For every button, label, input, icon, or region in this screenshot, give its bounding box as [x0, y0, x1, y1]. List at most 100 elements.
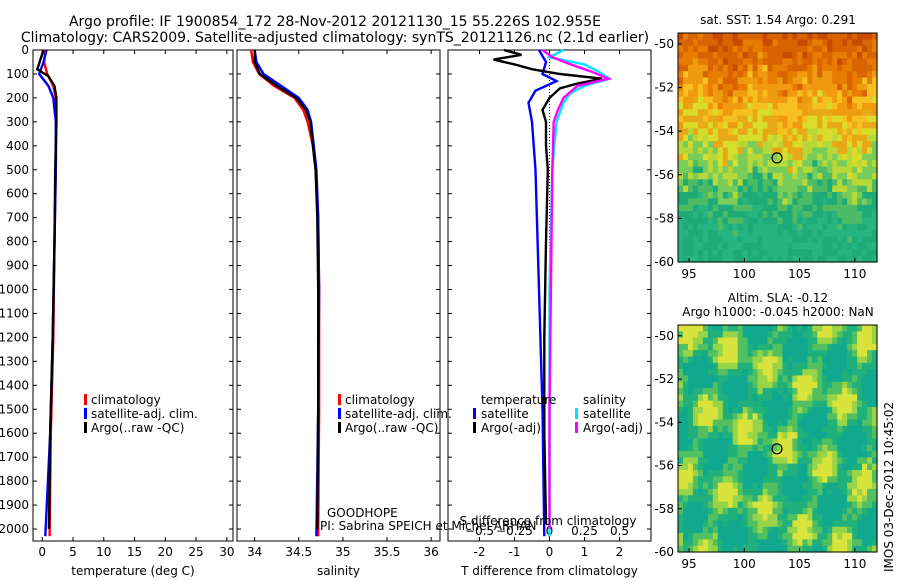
- heatmap-cell: [702, 255, 709, 263]
- heatmap-cell: [847, 141, 853, 149]
- heatmap-cell: [782, 425, 789, 433]
- heatmap-cell: [782, 501, 789, 509]
- heatmap-cell: [747, 147, 754, 155]
- heatmap-cell: [807, 255, 813, 263]
- heatmap-cell: [717, 356, 724, 364]
- heatmap-cell: [752, 325, 759, 332]
- heatmap-cell: [842, 463, 848, 471]
- heatmap-cell: [807, 325, 813, 332]
- heatmap-cell: [872, 394, 878, 402]
- heatmap-cell: [827, 388, 833, 395]
- heatmap-cell: [787, 451, 794, 458]
- heatmap-cell: [727, 71, 734, 79]
- heatmap-cell: [807, 90, 813, 98]
- heatmap-cell: [797, 507, 803, 515]
- heatmap-cell: [862, 507, 868, 515]
- heatmap-cell: [782, 444, 789, 452]
- heatmap-cell: [857, 134, 863, 142]
- heatmap-cell: [802, 356, 808, 364]
- x-tick-label: -2: [474, 545, 486, 559]
- heatmap-cell: [702, 192, 709, 199]
- heatmap-cell: [722, 356, 729, 364]
- heatmap-cell: [747, 331, 754, 339]
- heatmap-cell: [832, 122, 838, 130]
- heatmap-cell: [683, 192, 689, 199]
- heatmap-cell: [777, 179, 784, 187]
- heatmap-cell: [707, 343, 714, 351]
- heatmap-cell: [683, 160, 689, 168]
- heatmap-cell: [842, 451, 848, 458]
- heatmap-cell: [822, 356, 828, 364]
- heatmap-cell: [862, 501, 868, 509]
- heatmap-cell: [837, 451, 843, 458]
- heatmap-cell: [797, 545, 803, 553]
- heatmap-cell: [792, 476, 798, 484]
- heatmap-cell: [802, 33, 808, 40]
- heatmap-cell: [782, 438, 789, 446]
- heatmap-cell: [742, 463, 749, 471]
- heatmap-cell: [837, 388, 843, 395]
- heatmap-cell: [847, 160, 853, 168]
- heatmap-cell: [697, 217, 704, 225]
- heatmap-cell: [802, 141, 808, 149]
- heatmap-cell: [857, 394, 863, 402]
- heatmap-cell: [792, 331, 798, 339]
- heatmap-cell: [712, 166, 719, 174]
- heatmap-cell: [857, 71, 863, 79]
- heatmap-cell: [697, 343, 704, 351]
- heatmap-cell: [817, 211, 823, 219]
- heatmap-cell: [847, 122, 853, 130]
- heatmap-cell: [862, 343, 868, 351]
- heatmap-cell: [807, 204, 813, 212]
- heatmap-cell: [837, 325, 843, 332]
- heatmap-cell: [717, 185, 724, 193]
- heatmap-cell: [732, 482, 739, 490]
- y-tick-label: 600: [6, 187, 29, 201]
- heatmap-cell: [717, 83, 724, 91]
- heatmap-cell: [678, 172, 684, 180]
- heatmap-cell: [762, 507, 769, 515]
- heatmap-cell: [702, 166, 709, 174]
- heatmap-cell: [862, 255, 868, 263]
- heatmap-cell: [792, 539, 798, 547]
- heatmap-cell: [842, 362, 848, 370]
- heatmap-cell: [747, 425, 754, 433]
- heatmap-cell: [837, 514, 843, 522]
- heatmap-cell: [867, 223, 873, 231]
- heatmap-cell: [847, 103, 853, 110]
- heatmap-cell: [727, 172, 734, 180]
- heatmap-cell: [762, 413, 769, 421]
- heatmap-cell: [832, 58, 838, 66]
- heatmap-cell: [737, 134, 744, 142]
- heatmap-cell: [872, 331, 878, 339]
- heatmap-cell: [832, 83, 838, 91]
- heatmap-cell: [847, 96, 853, 104]
- heatmap-cell: [722, 147, 729, 155]
- heatmap-cell: [702, 526, 709, 534]
- heatmap-cell: [837, 115, 843, 123]
- heatmap-cell: [847, 153, 853, 161]
- heatmap-cell: [792, 375, 798, 383]
- heatmap-cell: [842, 39, 848, 47]
- heatmap-cell: [802, 96, 808, 104]
- heatmap-cell: [702, 343, 709, 351]
- heatmap-cell: [688, 103, 694, 110]
- heatmap-cell: [727, 495, 734, 503]
- heatmap-cell: [757, 470, 764, 477]
- heatmap-cell: [847, 394, 853, 402]
- heatmap-cell: [737, 236, 744, 244]
- heatmap-cell: [697, 369, 704, 376]
- heatmap-cell: [742, 356, 749, 364]
- heatmap-cell: [852, 58, 858, 66]
- heatmap-cell: [697, 64, 704, 72]
- heatmap-cell: [777, 545, 784, 553]
- map-y-tick-label: -52: [654, 81, 674, 95]
- heatmap-cell: [722, 134, 729, 142]
- heatmap-cell: [872, 501, 878, 509]
- heatmap-cell: [867, 71, 873, 79]
- heatmap-cell: [837, 350, 843, 358]
- heatmap-cell: [683, 242, 689, 250]
- heatmap-cell: [847, 128, 853, 136]
- heatmap-cell: [842, 337, 848, 345]
- heatmap-cell: [872, 45, 878, 53]
